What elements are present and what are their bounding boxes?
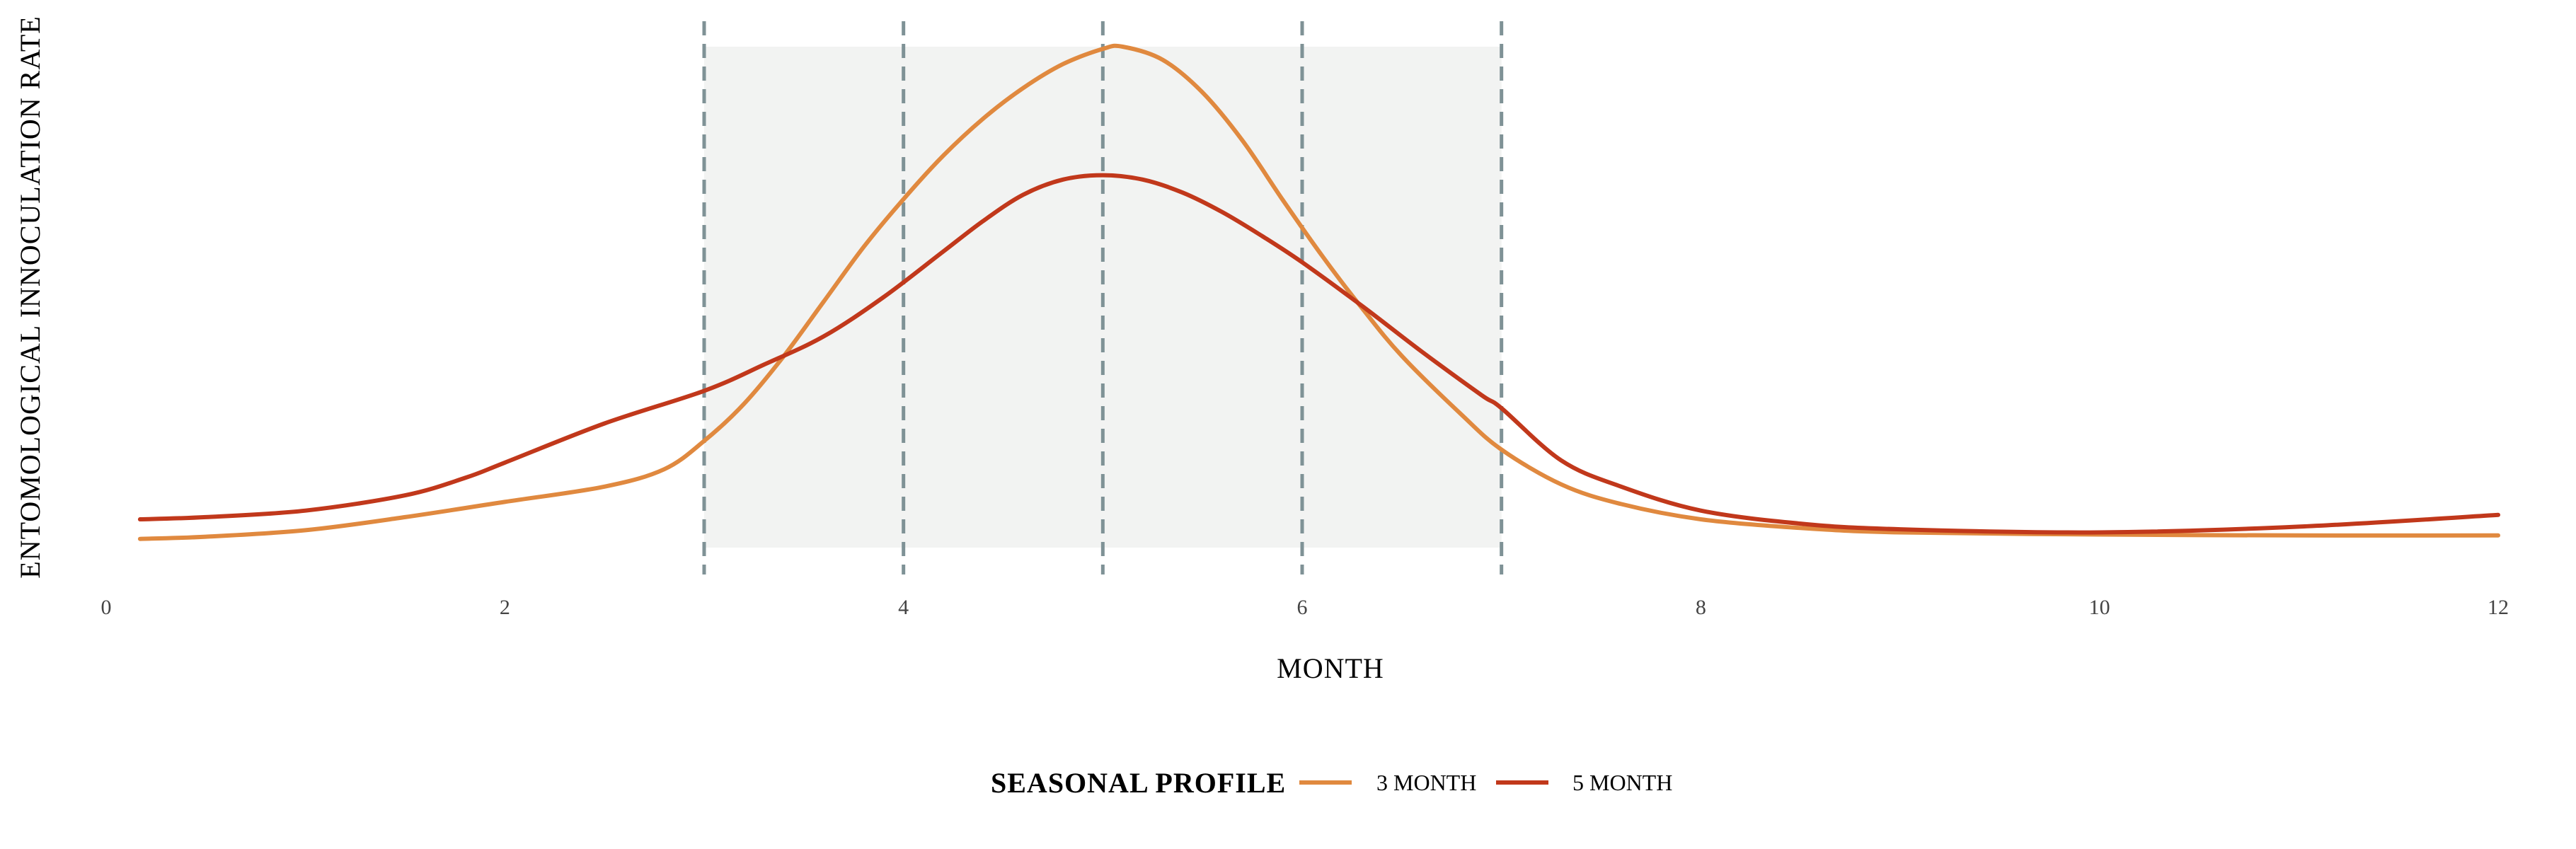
legend: SEASONAL PROFILE 3 MONTH 5 MONTH [991,767,1672,799]
legend-title: SEASONAL PROFILE [991,767,1286,799]
legend-label-5-month: 5 MONTH [1572,770,1672,795]
y-axis-title: ENTOMOLOGICAL INNOCULATION RATE [14,16,46,578]
legend-label-3-month: 3 MONTH [1376,770,1476,795]
x-tick-label: 2 [500,596,510,619]
series-line-5-month [137,173,2500,535]
x-tick-label: 8 [1696,596,1706,619]
x-axis-title: MONTH [1277,652,1384,684]
x-tick-label: 4 [898,596,909,619]
x-tick-label: 6 [1297,596,1308,619]
series-layer [137,43,2500,541]
x-tick-labels: 0 2 4 6 8 10 12 [101,596,2509,619]
x-tick-label: 0 [101,596,112,619]
vertical-lines-layer [702,21,1504,574]
series-line-3-month [137,43,2500,541]
x-tick-label: 10 [2089,596,2110,619]
x-tick-label: 12 [2488,596,2509,619]
